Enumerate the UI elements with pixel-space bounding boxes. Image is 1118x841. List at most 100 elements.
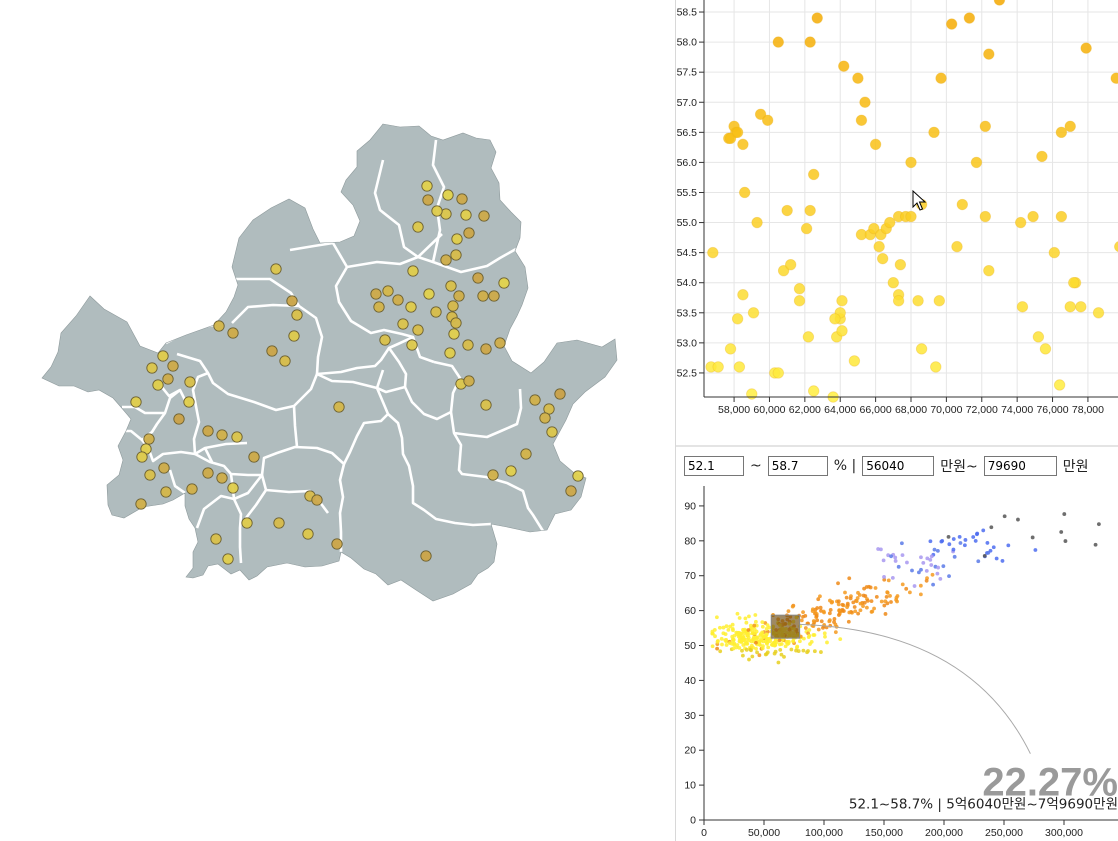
- x-tick-label: 72,000: [966, 404, 998, 416]
- map-marker: [286, 295, 298, 307]
- overview-point: [840, 607, 845, 612]
- scatter-point: [737, 138, 749, 151]
- price-unit-label-1: 만원~: [940, 459, 978, 475]
- map-marker: [248, 451, 260, 463]
- overview-point: [893, 555, 898, 560]
- map-marker: [572, 470, 584, 482]
- map-marker: [202, 425, 214, 437]
- district-map[interactable]: [0, 0, 675, 841]
- scatter-point: [1039, 343, 1052, 355]
- overview-scatter-chart[interactable]: 0 50,000 100,000 150,000 200,000 250,000 300,0…: [676, 478, 1118, 841]
- overview-point: [764, 633, 768, 638]
- map-marker: [186, 483, 198, 495]
- overview-point: [751, 645, 755, 650]
- map-marker: [546, 426, 558, 438]
- overview-point: [947, 542, 952, 547]
- overview-point: [754, 640, 758, 645]
- scatter-point: [738, 186, 751, 199]
- overview-point: [963, 538, 968, 542]
- max-percent-input[interactable]: [767, 456, 828, 476]
- y-tick-label: 50: [684, 640, 696, 652]
- max-price-input[interactable]: [983, 456, 1057, 476]
- overview-point: [740, 653, 745, 658]
- seoul-outline: [42, 124, 617, 601]
- x-tick-label: 76,000: [1036, 404, 1068, 416]
- overview-point: [812, 633, 817, 637]
- overview-point: [864, 605, 869, 610]
- scatter-point: [712, 361, 724, 373]
- overview-point: [828, 623, 833, 628]
- overview-point: [732, 641, 737, 646]
- overview-point: [810, 607, 815, 612]
- scatter-point: [983, 264, 995, 277]
- district-border: [168, 469, 186, 495]
- overview-point: [895, 594, 900, 598]
- x-tick-label: 150,000: [865, 827, 903, 839]
- overview-point: [759, 637, 764, 642]
- overview-point: [710, 644, 715, 649]
- scatter-point: [793, 295, 806, 307]
- map-marker: [227, 482, 239, 494]
- scatter-point: [945, 18, 958, 30]
- scatter-point: [724, 132, 737, 145]
- overview-point: [1063, 539, 1068, 543]
- overview-point: [888, 594, 892, 598]
- x-tick-label: 100,000: [805, 827, 843, 839]
- scatter-point: [707, 246, 719, 259]
- overview-point: [801, 610, 805, 615]
- overview-point: [900, 582, 905, 587]
- min-price-input[interactable]: [862, 456, 935, 476]
- scatter-point: [1114, 241, 1118, 253]
- overview-point: [1096, 522, 1101, 527]
- scatter-point: [733, 361, 746, 373]
- overview-point: [1062, 512, 1067, 516]
- overview-point: [791, 639, 796, 644]
- overview-point: [1002, 514, 1007, 519]
- overview-point: [738, 633, 743, 638]
- zoom-scatter-chart[interactable]: 58,000 60,000 62,000 64,000 66,000 68,000 70,0…: [676, 0, 1118, 446]
- map-marker: [445, 280, 457, 292]
- overview-point: [728, 624, 732, 629]
- selection-brush[interactable]: [770, 614, 801, 639]
- district-border: [194, 387, 390, 477]
- district-border: [231, 277, 378, 390]
- map-marker: [397, 318, 409, 330]
- scatter-point: [1027, 210, 1039, 223]
- overview-point: [730, 627, 735, 631]
- overview-point: [811, 619, 816, 623]
- panel-divider: [675, 0, 676, 841]
- min-percent-input[interactable]: [684, 456, 744, 476]
- map-marker: [379, 334, 391, 346]
- range-filter-bar: ~ % | 만원~ 만원: [684, 455, 1088, 477]
- overview-point: [718, 625, 722, 630]
- x-tick-label: 68,000: [895, 404, 927, 416]
- district-border: [244, 489, 268, 519]
- map-marker: [448, 328, 460, 340]
- overview-point: [988, 548, 993, 553]
- map-marker: [430, 306, 442, 318]
- overview-point: [801, 648, 806, 653]
- scatter-point: [1016, 301, 1029, 313]
- overview-point: [864, 585, 869, 589]
- overview-point: [807, 628, 812, 632]
- overview-point: [743, 641, 748, 646]
- map-marker: [423, 288, 435, 300]
- overview-point: [870, 609, 875, 614]
- map-marker: [447, 300, 459, 312]
- overview-point: [973, 539, 978, 543]
- scatter-point: [754, 108, 767, 120]
- overview-point: [786, 609, 791, 613]
- overview-point: [858, 608, 863, 613]
- overview-point: [836, 602, 841, 607]
- x-tick-label: 200,000: [925, 827, 963, 839]
- scatter-point: [894, 258, 907, 271]
- map-marker: [451, 233, 463, 245]
- map-marker: [420, 550, 432, 562]
- overview-point: [844, 595, 849, 600]
- overview-point: [720, 642, 724, 647]
- map-marker: [370, 288, 382, 300]
- overview-point: [836, 581, 840, 586]
- map-markers: [130, 180, 584, 565]
- overview-point: [931, 582, 935, 587]
- overview-point: [743, 616, 748, 621]
